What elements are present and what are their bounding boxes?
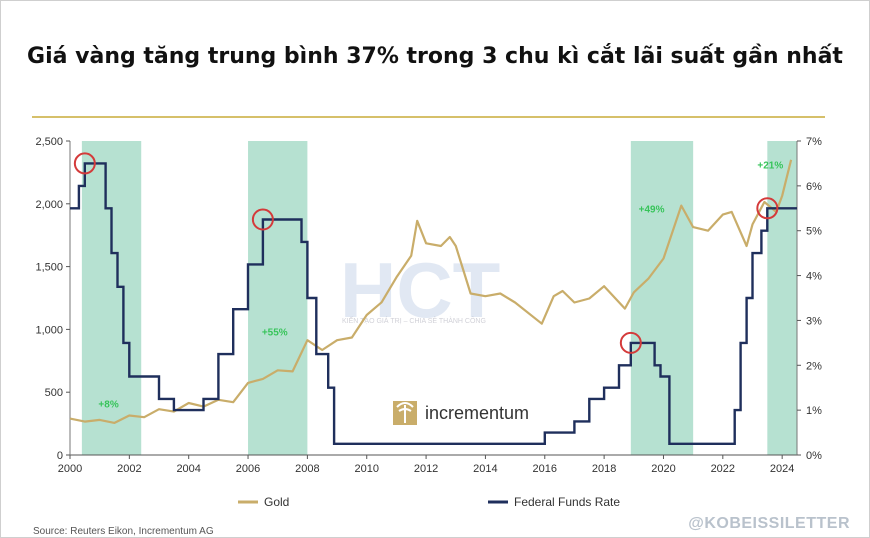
legend: Gold Federal Funds Rate (238, 495, 620, 509)
x-tick-label: 2012 (414, 463, 438, 475)
watermark-text: HCT (340, 246, 501, 334)
gain-label: +8% (98, 399, 118, 410)
x-tick-label: 2016 (533, 463, 557, 475)
x-tick-label: 2020 (651, 463, 675, 475)
y-left-tick-label: 1,000 (35, 324, 63, 336)
y-left-tick-label: 2,500 (35, 136, 63, 148)
y-right-tick-label: 3% (806, 315, 822, 327)
cycle-peak-circle-3 (619, 331, 642, 354)
x-tick-label: 2010 (354, 463, 378, 475)
shaded-period-4 (767, 141, 797, 455)
cycle-peak-circle-4 (756, 197, 779, 220)
gold-series-line (69, 159, 793, 424)
title-underline (32, 116, 825, 118)
x-tick-label: 2004 (176, 463, 200, 475)
y-left-tick-label: 500 (45, 387, 63, 399)
x-tick-label: 2018 (592, 463, 616, 475)
shaded-period-3 (630, 141, 694, 455)
gain-label: +49% (639, 205, 665, 216)
y-right-tick-label: 0% (806, 450, 822, 462)
y-right-tick-label: 6% (806, 181, 822, 193)
y-right-tick-label: 4% (806, 271, 822, 283)
incrementum-logo: incrementum (393, 401, 529, 425)
watermark-subtext: KIẾN TẠO GIÁ TRỊ – CHIA SẺ THÀNH CÔNG (342, 318, 486, 325)
legend-fed-label: Federal Funds Rate (514, 495, 620, 509)
chart-title: Giá vàng tăng trung bình 37% trong 3 chu… (27, 44, 843, 69)
x-tick-label: 2008 (295, 463, 319, 475)
legend-gold-label: Gold (264, 495, 289, 509)
y-left-tick-label: 2,000 (35, 199, 63, 211)
y-left-tick-label: 0 (57, 450, 63, 462)
x-tick-label: 2002 (117, 463, 141, 475)
shaded-period-2 (248, 141, 308, 455)
chart-axes: 2000 2002 2004 2006 2008 2010 2012 2014 2016 2018… (35, 136, 822, 475)
fed-funds-series-line (70, 162, 797, 445)
x-tick-label: 2014 (473, 463, 497, 475)
logo-text: incrementum (425, 403, 529, 423)
gain-label: +55% (262, 328, 288, 339)
y-right-tick-label: 1% (806, 405, 822, 417)
cycle-peak-circle-1 (73, 152, 96, 175)
cycle-peak-circle-2 (251, 208, 274, 231)
chart-annotations: +8% +55% +49% +21% (73, 152, 783, 410)
x-tick-label: 2022 (711, 463, 735, 475)
y-left-tick-label: 1,500 (35, 262, 63, 274)
source-text: Source: Reuters Eikon, Incrementum AG (33, 526, 214, 537)
shaded-periods (81, 141, 797, 455)
handle-text: @KOBEISSILETTER (688, 515, 850, 532)
x-tick-label: 2006 (236, 463, 260, 475)
y-right-tick-label: 7% (806, 136, 822, 148)
series-lines (69, 159, 797, 445)
shaded-period-1 (81, 141, 142, 455)
x-tick-label: 2024 (770, 463, 794, 475)
y-right-tick-label: 5% (806, 226, 822, 238)
x-tick-label: 2000 (58, 463, 82, 475)
gain-label: +21% (757, 161, 783, 172)
y-right-tick-label: 2% (806, 360, 822, 372)
